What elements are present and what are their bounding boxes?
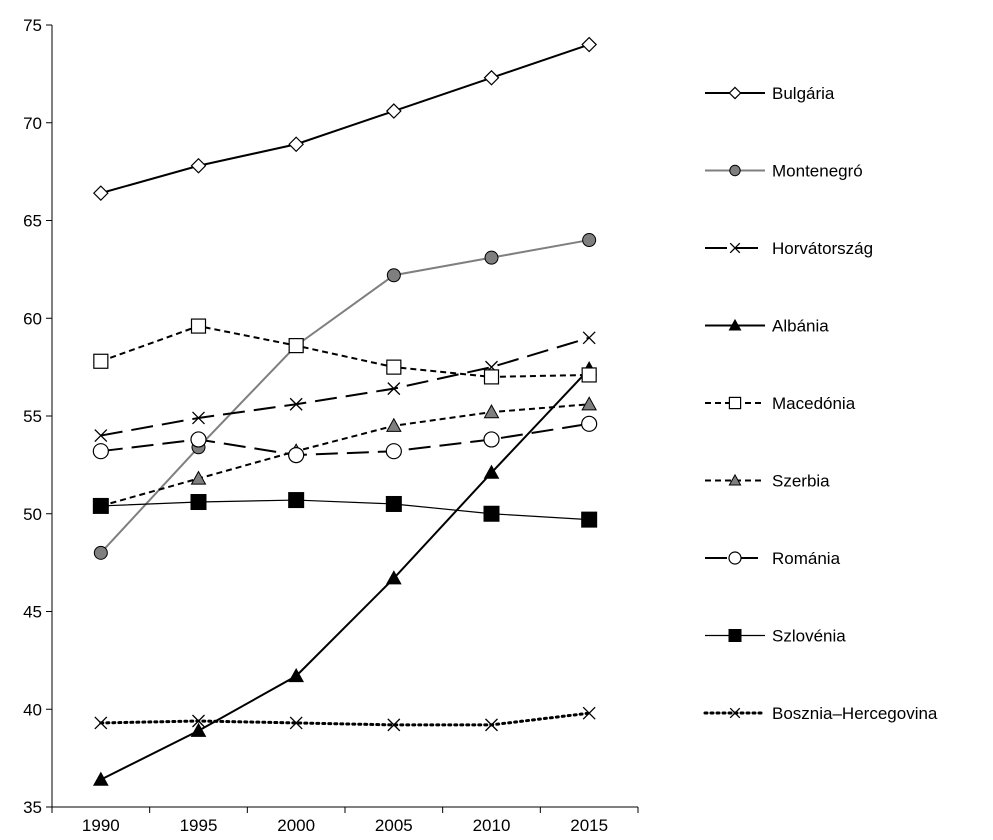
data-point-1-3 <box>387 269 400 282</box>
legend: Bulgária Montenegró Horvátország Albánia Mac… <box>705 84 938 723</box>
data-point-3-0 <box>94 773 108 786</box>
legend-label-2: Horvátország <box>772 239 873 258</box>
data-point-4-3 <box>387 360 401 374</box>
data-point-7-5 <box>582 512 597 527</box>
series-line-4 <box>101 326 589 377</box>
series-line-8 <box>101 713 589 725</box>
data-point-7-0 <box>93 498 108 513</box>
legend-label-1: Montenegró <box>772 162 863 181</box>
x-tick-label: 2000 <box>277 816 315 835</box>
y-tick-label: 35 <box>23 798 42 817</box>
legend-swatch-marker-7 <box>729 630 741 642</box>
series-line-0 <box>101 45 589 194</box>
data-point-0-4 <box>485 71 499 85</box>
data-point-7-4 <box>484 506 499 521</box>
legend-label-8: Bosznia–Hercegovina <box>772 704 938 723</box>
y-tick-label: 75 <box>23 16 42 35</box>
legend-swatch-marker-4 <box>729 397 740 408</box>
data-point-5-5 <box>582 397 596 410</box>
series-markers <box>93 38 596 786</box>
legend-swatch-marker-1 <box>730 165 740 175</box>
x-tick-label: 2015 <box>570 816 608 835</box>
data-point-0-2 <box>289 137 303 151</box>
data-point-7-2 <box>289 493 304 508</box>
legend-label-6: Románia <box>772 549 841 568</box>
data-point-7-1 <box>191 495 206 510</box>
data-point-4-0 <box>94 354 108 368</box>
x-tick-label: 1990 <box>82 816 120 835</box>
data-point-6-5 <box>582 416 597 431</box>
data-point-1-4 <box>485 251 498 264</box>
data-point-4-1 <box>192 319 206 333</box>
data-point-6-1 <box>191 432 206 447</box>
data-point-6-0 <box>93 444 108 459</box>
data-point-8-0 <box>95 717 107 729</box>
series-line-1 <box>101 240 589 553</box>
y-tick-label: 60 <box>23 309 42 328</box>
data-point-4-4 <box>485 370 499 384</box>
x-tick-label: 2010 <box>473 816 511 835</box>
y-tick-label: 65 <box>23 212 42 231</box>
data-point-2-5 <box>583 332 595 344</box>
series-line-5 <box>101 404 589 506</box>
legend-label-3: Albánia <box>772 317 829 336</box>
data-point-4-2 <box>289 339 303 353</box>
legend-label-7: Szlovénia <box>772 627 846 646</box>
data-point-4-5 <box>582 368 596 382</box>
data-point-6-2 <box>289 448 304 463</box>
data-point-5-3 <box>387 419 401 432</box>
y-tick-label: 50 <box>23 505 42 524</box>
data-point-5-1 <box>192 472 206 485</box>
data-point-7-3 <box>386 496 401 511</box>
data-point-0-1 <box>192 159 206 173</box>
series-lines <box>101 45 589 780</box>
y-tick-label: 45 <box>23 603 42 622</box>
data-point-0-0 <box>94 186 108 200</box>
x-tick-label: 2005 <box>375 816 413 835</box>
y-tick-label: 40 <box>23 700 42 719</box>
data-point-6-4 <box>484 432 499 447</box>
axes: 35 40 45 50 55 60 65 70 75 1990 1995 2000 2005 2010 20… <box>23 16 638 835</box>
legend-label-4: Macedónia <box>772 394 856 413</box>
series-line-2 <box>101 338 589 436</box>
legend-swatch-marker-0 <box>729 87 740 98</box>
data-point-0-5 <box>582 38 596 52</box>
legend-label-5: Szerbia <box>772 472 830 491</box>
x-tick-label: 1995 <box>180 816 218 835</box>
series-line-3 <box>101 369 589 780</box>
y-tick-label: 70 <box>23 114 42 133</box>
data-point-1-5 <box>583 234 596 247</box>
legend-label-0: Bulgária <box>772 84 835 103</box>
series-line-7 <box>101 500 589 520</box>
data-point-0-3 <box>387 104 401 118</box>
data-point-1-0 <box>94 546 107 559</box>
legend-swatch-marker-6 <box>729 552 741 564</box>
data-point-6-3 <box>386 444 401 459</box>
y-tick-label: 55 <box>23 407 42 426</box>
data-point-5-4 <box>485 405 499 418</box>
